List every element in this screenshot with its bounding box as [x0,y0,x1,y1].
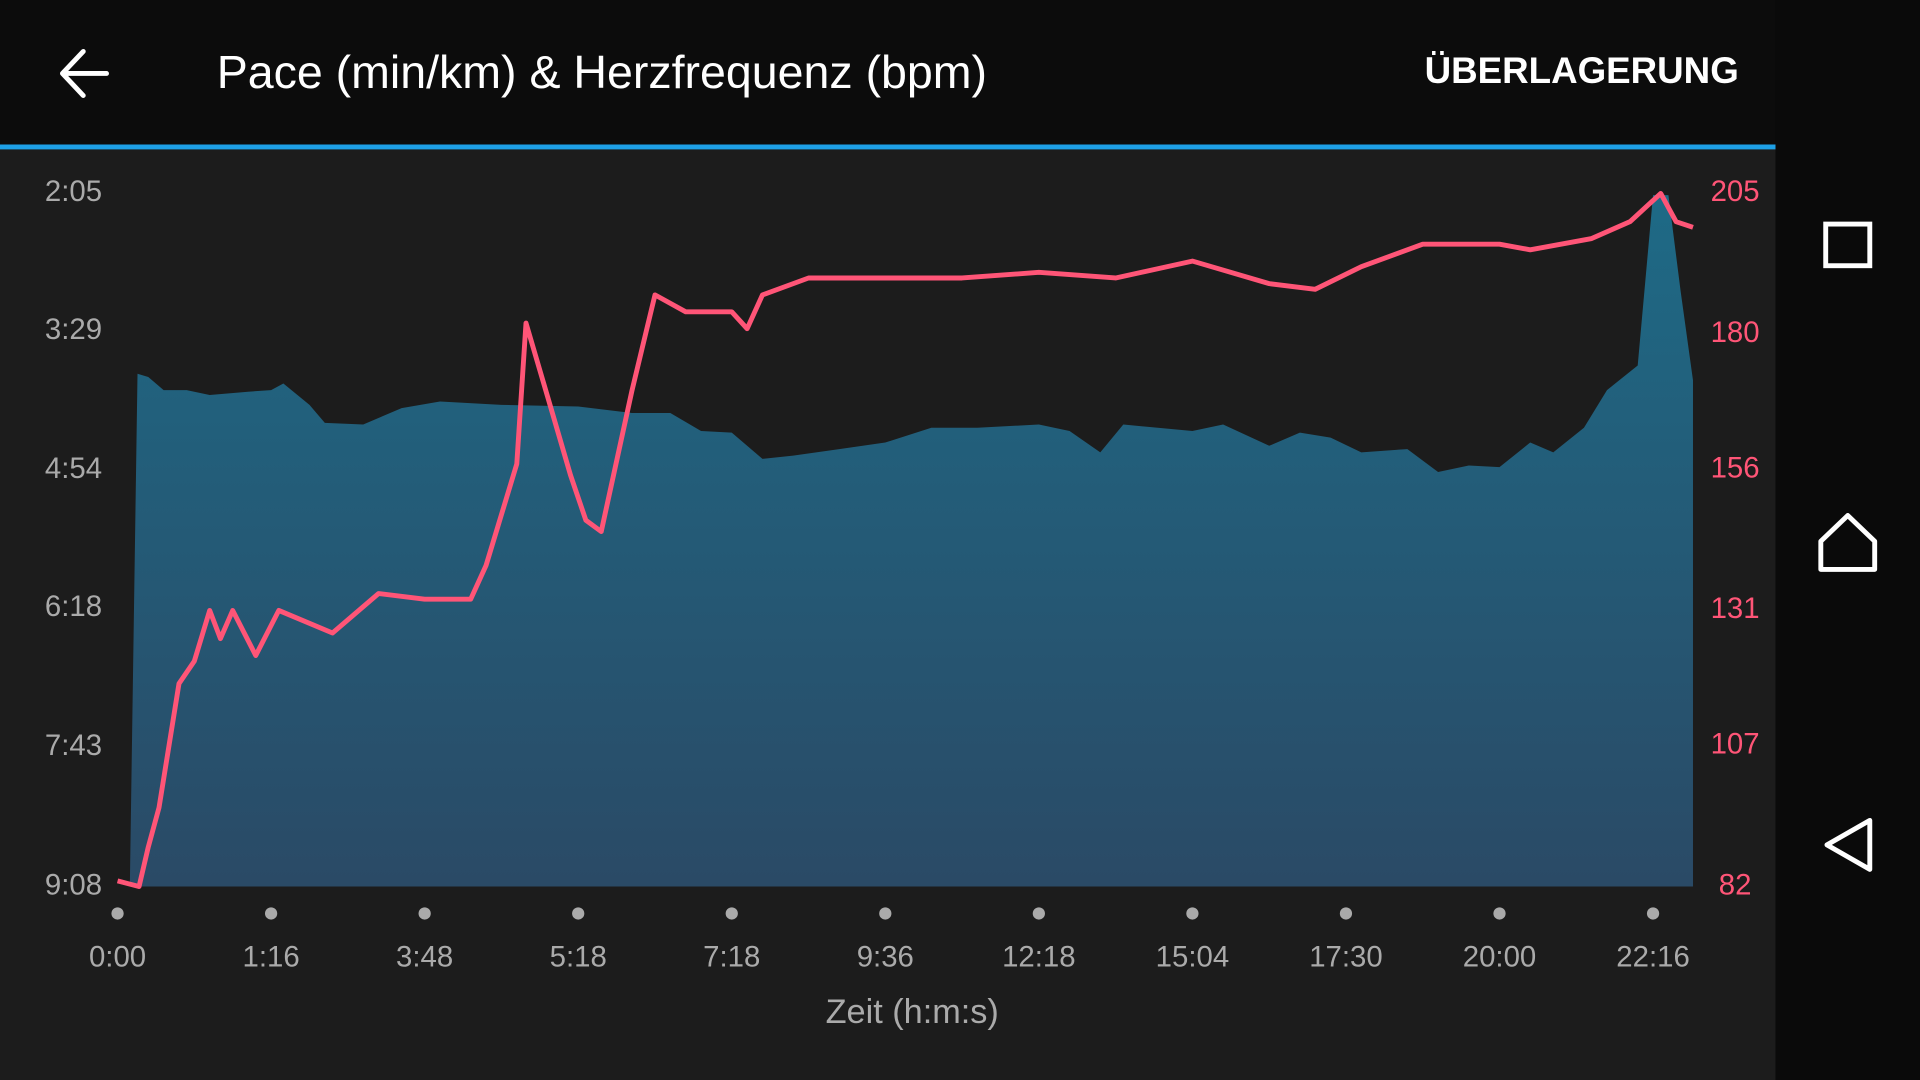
y-tick-label: 2:05 [45,175,102,208]
x-tick-label: 1:16 [243,941,300,974]
x-tick-label: 15:04 [1156,941,1230,974]
app-bar [0,0,1776,145]
x-tick-label: 17:30 [1309,941,1383,974]
heart-rate-line [116,191,1694,889]
x-tick-dot [111,907,124,920]
x-tick-dot [1646,907,1660,920]
overlay-button[interactable]: ÜBERLAGERUNG [1425,50,1739,91]
pace-area [129,195,1693,887]
back-nav-button[interactable] [1824,817,1873,872]
y2-tick-label: 131 [1711,592,1760,625]
x-tick-dot [1186,907,1199,920]
y2-tick-label: 180 [1711,316,1760,349]
x-tick-dot [1493,907,1506,920]
app-bar-accent [0,144,1776,150]
back-button[interactable] [60,48,109,98]
x-tick-label: 0:00 [89,941,146,974]
x-tick-label: 12:18 [1002,941,1076,974]
y2-tick-label: 107 [1711,727,1760,760]
x-tick-label: 5:18 [550,941,607,974]
x-tick-label: 3:48 [396,941,453,974]
y-tick-label: 6:18 [45,590,102,623]
plot: 2:05 3:29 4:54 6:18 7:43 9:08 82 107 131 156 180 20… [45,175,1760,1031]
x-tick-dot [418,907,431,920]
x-tick-dot [1339,907,1353,920]
y-tick-label: 7:43 [45,729,102,762]
x-tick-dot [879,907,892,920]
y-tick-label: 4:54 [45,452,102,485]
x-tick-dot [264,907,278,920]
y-tick-label: 9:08 [45,868,102,901]
y2-tick-label: 205 [1711,175,1760,208]
x-tick-dot [1032,907,1045,920]
x-tick-label: 20:00 [1463,941,1537,974]
x-tick-dot [725,907,738,920]
x-axis-title: Zeit (h:m:s) [826,993,999,1031]
home-button[interactable] [1818,513,1878,572]
recents-button[interactable] [1823,221,1873,269]
x-tick-label: 9:36 [857,941,914,974]
x-tick-label: 22:16 [1616,941,1690,974]
nav-bar [1775,0,1920,1080]
y2-tick-label: 156 [1711,451,1760,484]
x-tick-dot [572,907,585,920]
x-tick-label: 7:18 [703,941,760,974]
y2-tick-label: 82 [1719,868,1752,901]
y-tick-label: 3:29 [45,313,102,346]
app-title: Pace (min/km) & Herzfrequenz (bpm) [217,46,987,98]
